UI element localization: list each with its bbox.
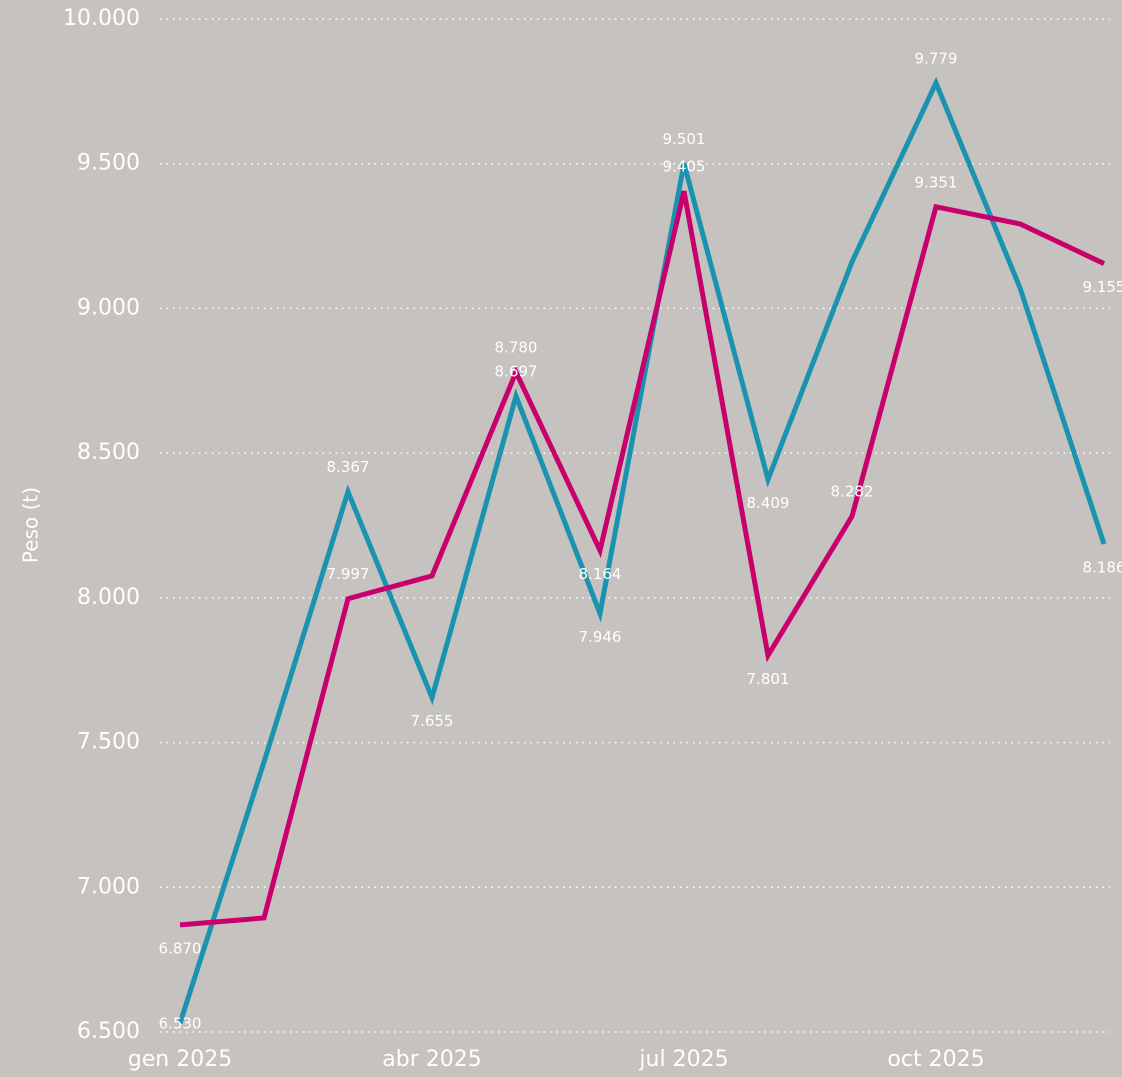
y-tick-label: 9.000 bbox=[77, 295, 140, 320]
data-label: 8.186 bbox=[1083, 559, 1122, 577]
x-tick-label: jul 2025 bbox=[638, 1047, 728, 1072]
y-tick-label: 9.500 bbox=[77, 151, 140, 176]
data-label: 6.870 bbox=[159, 939, 202, 957]
y-tick-label: 8.500 bbox=[77, 440, 140, 465]
data-label: 9.779 bbox=[915, 49, 958, 67]
data-label: 8.780 bbox=[495, 339, 538, 357]
y-axis-label: Peso (t) bbox=[19, 487, 43, 563]
data-label: 7.655 bbox=[411, 712, 454, 730]
x-tick-label: gen 2025 bbox=[128, 1047, 232, 1072]
data-label: 8.164 bbox=[579, 565, 622, 583]
y-tick-label: 6.500 bbox=[77, 1019, 140, 1044]
data-label: 9.155 bbox=[1083, 278, 1122, 296]
y-tick-label: 10.000 bbox=[63, 6, 140, 31]
data-label: 7.997 bbox=[327, 565, 370, 583]
series-line bbox=[177, 76, 1107, 1025]
series-line bbox=[179, 190, 1106, 928]
data-label: 8.697 bbox=[495, 363, 538, 381]
data-label: 9.405 bbox=[663, 158, 706, 176]
y-tick-label: 8.000 bbox=[77, 585, 140, 610]
x-tick-label: oct 2025 bbox=[887, 1047, 984, 1072]
data-label: 7.946 bbox=[579, 628, 622, 646]
data-label: 7.801 bbox=[747, 670, 790, 688]
data-label: 8.367 bbox=[327, 458, 370, 476]
data-label: 8.282 bbox=[831, 483, 874, 501]
x-tick-label: abr 2025 bbox=[382, 1047, 481, 1072]
data-label: 9.351 bbox=[915, 173, 958, 191]
y-tick-label: 7.500 bbox=[77, 730, 140, 755]
data-label: 9.501 bbox=[663, 130, 706, 148]
data-label: 8.409 bbox=[747, 494, 790, 512]
data-label: 6.530 bbox=[159, 1015, 202, 1033]
y-tick-label: 7.000 bbox=[77, 874, 140, 899]
